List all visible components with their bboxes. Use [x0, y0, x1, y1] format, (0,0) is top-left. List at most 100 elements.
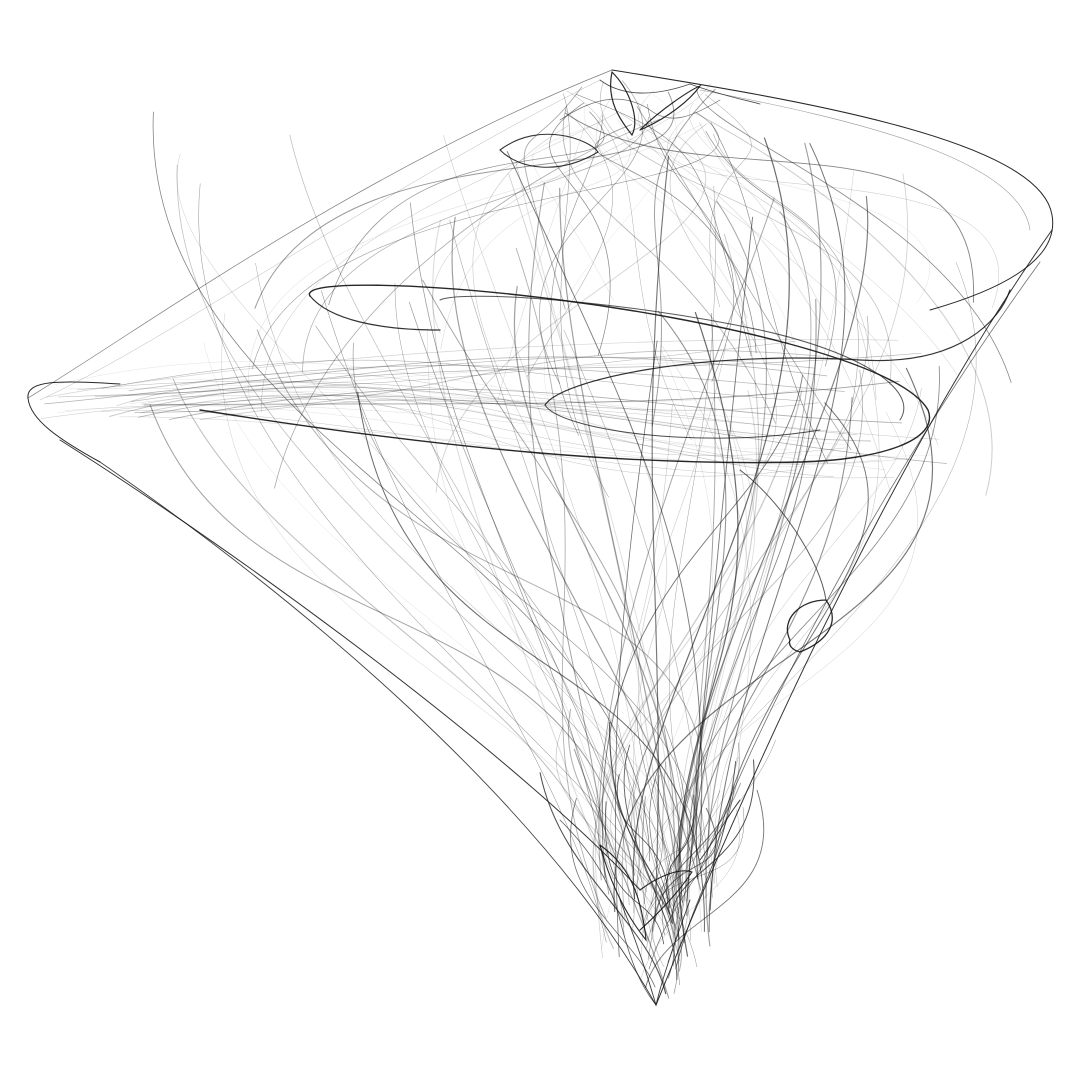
- curve-strand: [426, 328, 706, 865]
- curve-strand: [523, 86, 583, 310]
- curve-strand: [678, 311, 739, 957]
- curve-strand: [651, 807, 717, 932]
- curve-strand: [555, 725, 679, 937]
- curve-strand: [409, 202, 610, 895]
- curve-strand: [601, 374, 803, 879]
- curve-strand: [128, 365, 845, 392]
- curve-strand: [116, 381, 834, 477]
- curve-strand: [664, 725, 689, 963]
- curve-strand: [651, 88, 716, 427]
- curve-strand: [289, 134, 635, 928]
- curve-strand: [698, 423, 748, 932]
- curve-strand: [549, 102, 611, 356]
- curve-strand: [44, 356, 828, 405]
- curve-strand: [94, 356, 815, 397]
- curve-strand: [649, 764, 676, 979]
- curve-strand: [642, 796, 677, 941]
- curve-strand: [672, 756, 739, 916]
- curve-strand: [636, 106, 852, 451]
- curve-strand: [699, 121, 829, 321]
- curve-strand: [256, 329, 710, 855]
- curve-strand: [252, 112, 719, 369]
- curve-strand: [39, 79, 601, 401]
- curve-strand: [654, 778, 683, 935]
- curve-strand: [140, 394, 800, 465]
- curve-strand: [610, 71, 636, 137]
- curve-strand: [598, 197, 775, 881]
- curve-strand: [671, 782, 742, 907]
- curve-strand: [198, 183, 698, 968]
- curve-strand: [539, 772, 667, 995]
- curve-strand: [99, 461, 657, 1006]
- curve-strand: [686, 170, 854, 869]
- curve-strand: [675, 760, 737, 969]
- curve-strand: [353, 342, 707, 899]
- curve-strand: [422, 279, 675, 879]
- curve-strand: [506, 151, 703, 853]
- curve-strand: [550, 114, 603, 436]
- curve-strand: [710, 122, 828, 464]
- curve-strand: [309, 295, 441, 331]
- curve-strand: [560, 93, 609, 498]
- curve-strand: [696, 88, 1012, 383]
- curve-strand: [27, 397, 101, 463]
- curve-strand: [639, 870, 693, 931]
- curve-strand: [643, 807, 745, 934]
- curve-strand: [684, 200, 767, 890]
- curve-strand: [567, 708, 682, 972]
- curve-strand: [321, 290, 607, 943]
- curve-strand: [639, 84, 702, 131]
- curve-strand: [559, 819, 657, 1006]
- curve-strand: [101, 359, 801, 402]
- curve-strand: [636, 717, 679, 939]
- curve-strand: [651, 155, 670, 922]
- curve-strand: [699, 89, 1031, 231]
- curve-strand: [695, 313, 716, 880]
- curve-strand: [27, 381, 121, 399]
- curve-strand: [599, 390, 758, 884]
- curve-strand: [544, 404, 821, 439]
- curve-strand: [435, 135, 707, 493]
- curve-strand: [59, 439, 641, 891]
- curve-strand: [626, 413, 668, 854]
- curve-strand: [149, 404, 636, 876]
- curve-strand: [248, 123, 703, 405]
- curve-strand: [655, 229, 1053, 1006]
- curve-strand: [432, 83, 711, 334]
- curve-strand: [315, 325, 630, 906]
- curve-strand: [657, 775, 680, 994]
- curve-strand: [513, 285, 680, 863]
- curve-strand: [705, 130, 837, 367]
- curve-strand: [40, 399, 939, 440]
- curve-strand: [439, 295, 905, 421]
- curve-strand: [532, 120, 614, 301]
- curve-strand: [77, 380, 858, 436]
- curve-strand: [786, 599, 833, 653]
- curve-strand: [562, 106, 776, 424]
- curve-strand: [640, 809, 740, 979]
- curve-strand: [109, 386, 872, 442]
- curve-strand: [119, 416, 908, 465]
- curve-strand: [100, 410, 895, 479]
- curve-strand: [611, 69, 1054, 311]
- curve-strand: [637, 344, 727, 863]
- curve-strand: [650, 412, 919, 951]
- curve-strand: [705, 142, 822, 947]
- curve-strand: [647, 211, 812, 960]
- curve-strand: [604, 801, 665, 945]
- curve-strand: [677, 790, 721, 986]
- curve-strand: [58, 341, 796, 398]
- curve-strand: [432, 219, 625, 928]
- curve-strand: [141, 391, 797, 477]
- curve-strand: [686, 216, 754, 902]
- curve-strand: [605, 396, 755, 876]
- curve-strand: [677, 173, 909, 867]
- curve-strand: [643, 742, 740, 924]
- curve-strand: [714, 318, 880, 888]
- curve-strand: [601, 351, 714, 950]
- curve-strand: [57, 405, 810, 468]
- curve-strand: [180, 372, 880, 464]
- curve-strand: [472, 125, 570, 441]
